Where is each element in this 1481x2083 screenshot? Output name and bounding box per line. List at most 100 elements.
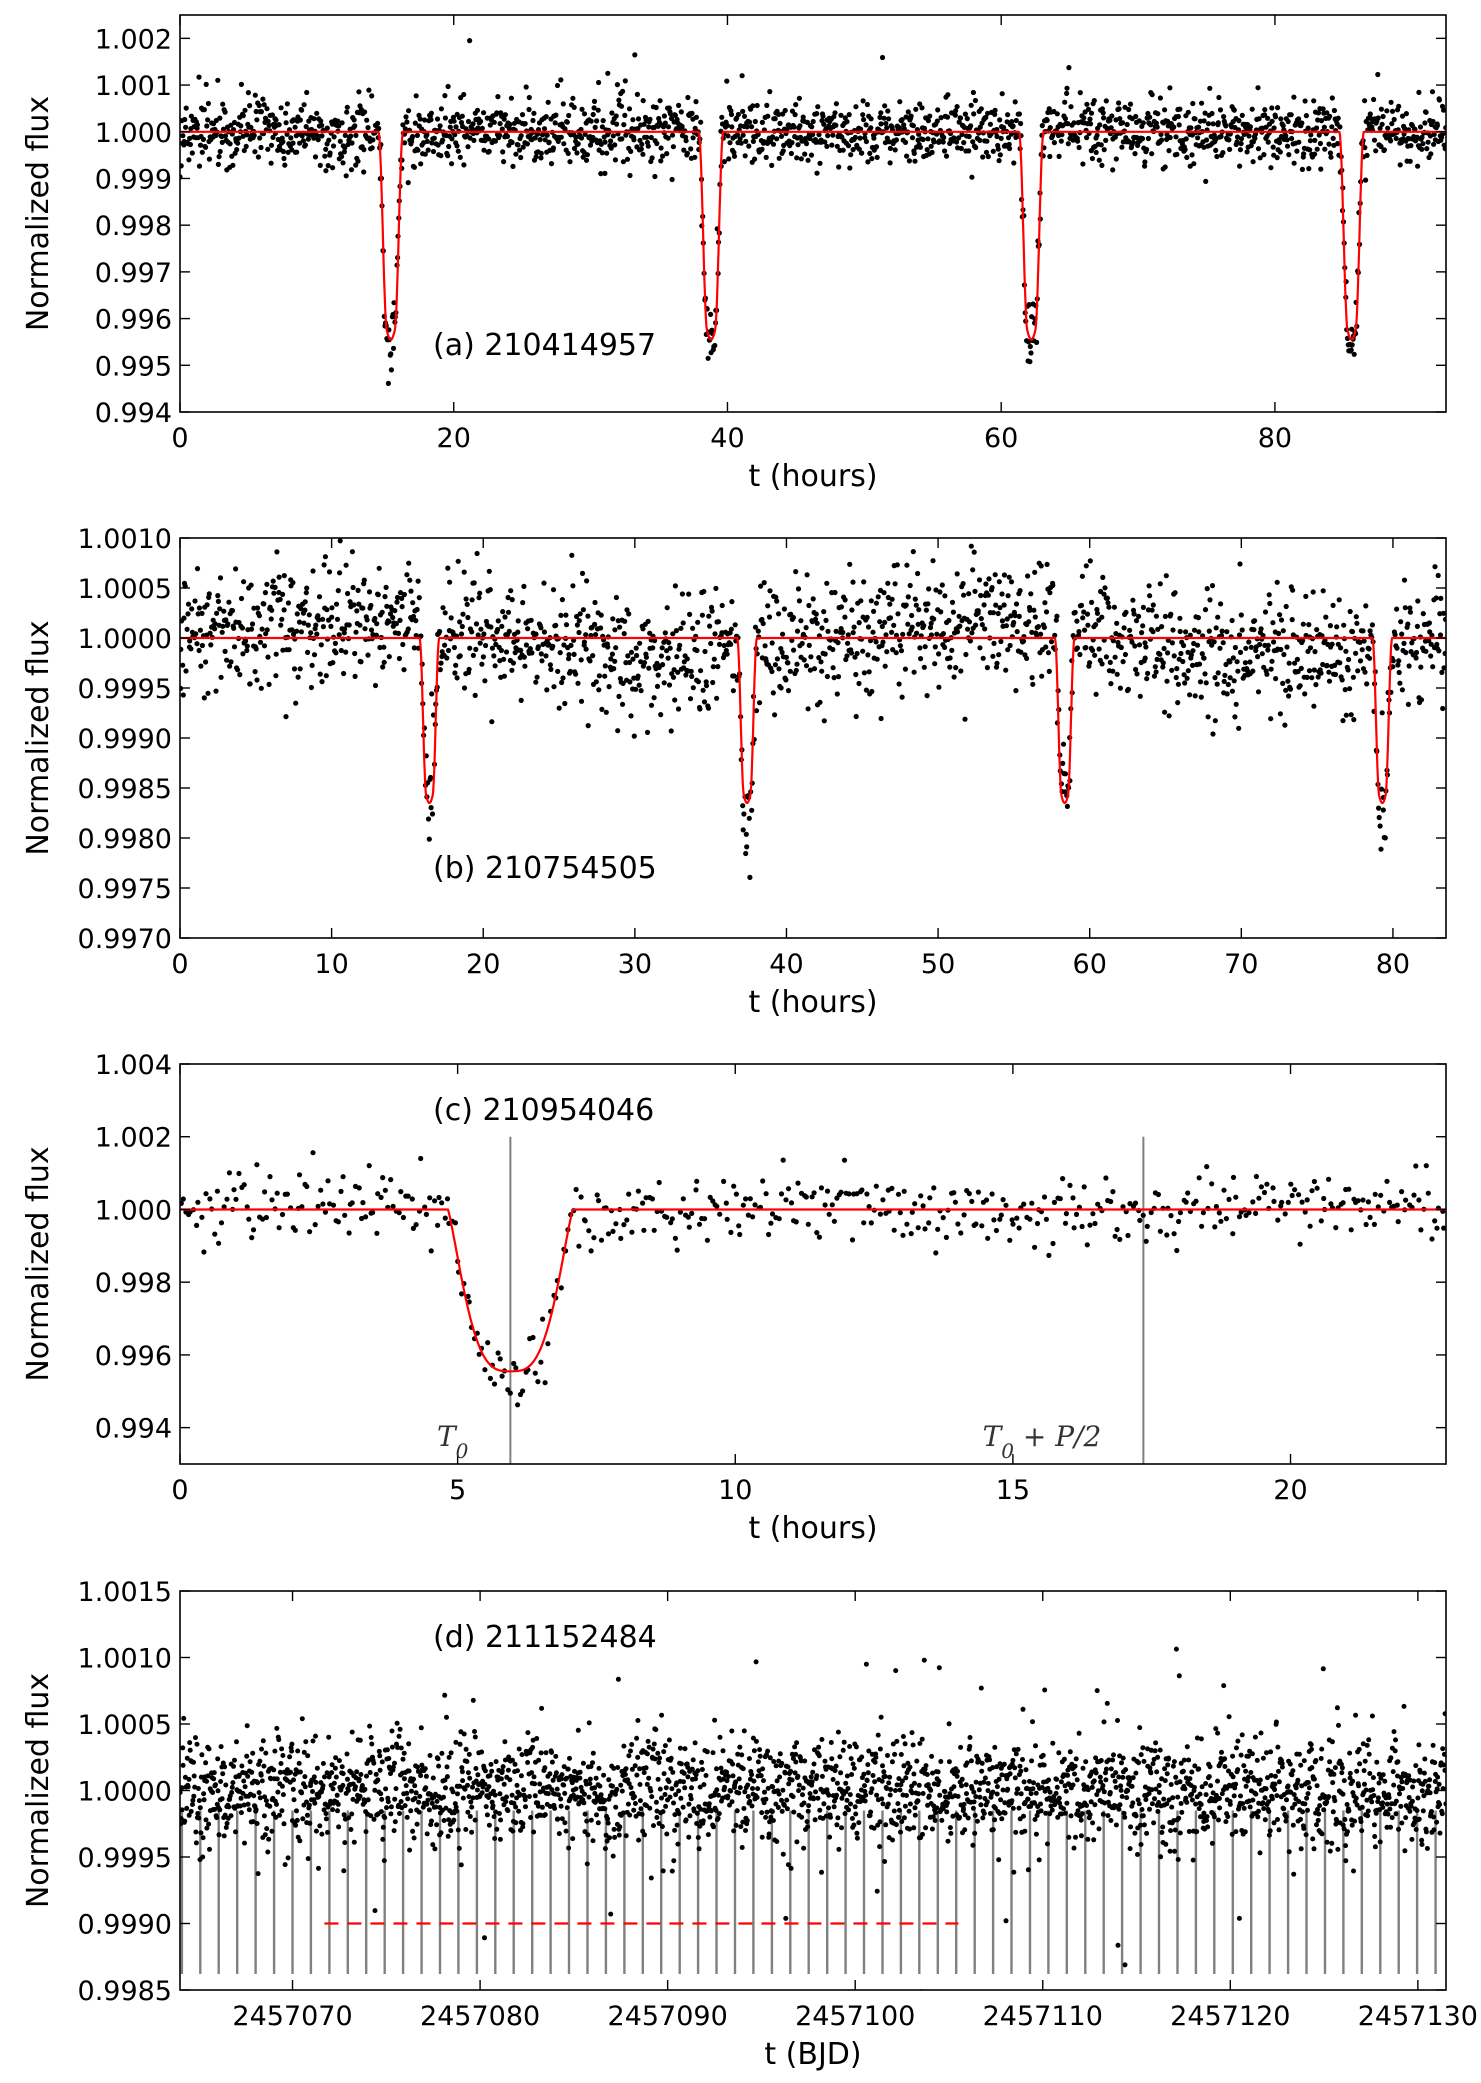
data-point: [612, 627, 618, 633]
data-point: [440, 605, 446, 611]
data-point: [342, 145, 348, 151]
data-point: [569, 552, 575, 558]
data-point: [1087, 121, 1094, 127]
data-point: [201, 1797, 207, 1803]
data-point: [743, 850, 749, 857]
data-point: [1149, 607, 1155, 613]
data-point: [353, 629, 359, 635]
data-point: [1418, 664, 1424, 670]
data-point: [398, 1189, 404, 1195]
data-point: [931, 139, 937, 145]
data-point: [1063, 1211, 1069, 1217]
data-point: [584, 152, 591, 158]
data-point: [295, 1748, 301, 1754]
data-point: [830, 646, 836, 653]
data-point: [1153, 120, 1159, 126]
data-point: [392, 608, 398, 614]
data-point: [217, 606, 223, 612]
data-point: [664, 151, 670, 157]
data-point: [1082, 627, 1088, 633]
data-point: [899, 117, 905, 123]
data-point: [317, 1823, 323, 1829]
data-point: [1080, 615, 1086, 621]
data-point: [434, 116, 441, 122]
data-point: [1148, 122, 1154, 128]
data-point: [263, 1798, 269, 1804]
data-point: [389, 1744, 395, 1750]
data-point: [294, 149, 300, 155]
data-point: [1101, 591, 1107, 597]
data-point: [831, 114, 837, 120]
data-point: [1170, 627, 1176, 633]
data-point: [349, 549, 355, 555]
data-point: [1367, 111, 1373, 117]
data-point: [1433, 595, 1439, 601]
data-point: [1071, 1225, 1077, 1231]
data-point: [442, 1215, 448, 1221]
data-point: [1262, 609, 1269, 615]
data-point: [670, 144, 677, 150]
data-point: [1323, 614, 1329, 620]
y-tick-label: 1.002: [95, 24, 172, 55]
data-point: [1414, 623, 1420, 630]
data-point: [997, 117, 1003, 123]
data-point: [696, 1221, 703, 1227]
data-point: [413, 618, 419, 624]
data-point: [1276, 140, 1283, 146]
data-point: [205, 117, 211, 123]
data-point: [193, 1840, 199, 1846]
data-point: [969, 1198, 975, 1204]
data-point: [494, 1826, 500, 1832]
data-point: [1076, 629, 1082, 635]
data-point: [728, 111, 735, 118]
data-point: [1163, 573, 1169, 579]
data-point: [647, 116, 653, 122]
data-point: [279, 616, 285, 622]
data-point: [541, 126, 548, 132]
data-point: [180, 1762, 186, 1768]
data-point: [711, 656, 717, 662]
data-point: [349, 1729, 355, 1735]
data-point: [884, 649, 890, 655]
data-point: [1160, 660, 1166, 666]
data-point: [1101, 147, 1107, 153]
data-point: [472, 1729, 477, 1734]
data-point: [1185, 668, 1191, 674]
data-point: [845, 143, 852, 149]
data-point: [805, 1221, 811, 1227]
data-point: [1220, 150, 1226, 156]
data-point: [1032, 1244, 1038, 1250]
data-point: [654, 683, 661, 690]
data-point: [970, 567, 976, 573]
data-point: [311, 652, 318, 658]
data-point: [1112, 654, 1118, 660]
data-point: [864, 1191, 870, 1197]
data-point: [592, 124, 598, 130]
data-point: [329, 605, 335, 611]
data-point: [1234, 139, 1240, 145]
data-point: [459, 113, 465, 119]
y-tick-label: 0.9995: [78, 674, 172, 705]
data-point: [406, 560, 412, 566]
data-point: [803, 663, 810, 669]
data-point: [650, 645, 656, 651]
data-point: [1127, 101, 1134, 107]
data-point: [911, 669, 917, 675]
data-point: [976, 577, 983, 583]
data-point: [865, 159, 871, 165]
data-point: [186, 1776, 192, 1782]
data-point: [253, 108, 259, 115]
data-point: [579, 570, 586, 577]
data-point: [897, 1210, 903, 1216]
data-point: [299, 1204, 305, 1210]
y-tick-label: 0.998: [95, 211, 172, 242]
data-point: [861, 117, 867, 123]
data-point: [185, 601, 192, 607]
data-point: [228, 659, 234, 665]
data-point: [1378, 846, 1384, 852]
data-point: [241, 579, 247, 585]
data-point: [307, 1229, 313, 1235]
data-point: [1143, 1238, 1149, 1244]
data-point: [288, 135, 294, 141]
data-point: [1401, 640, 1407, 647]
